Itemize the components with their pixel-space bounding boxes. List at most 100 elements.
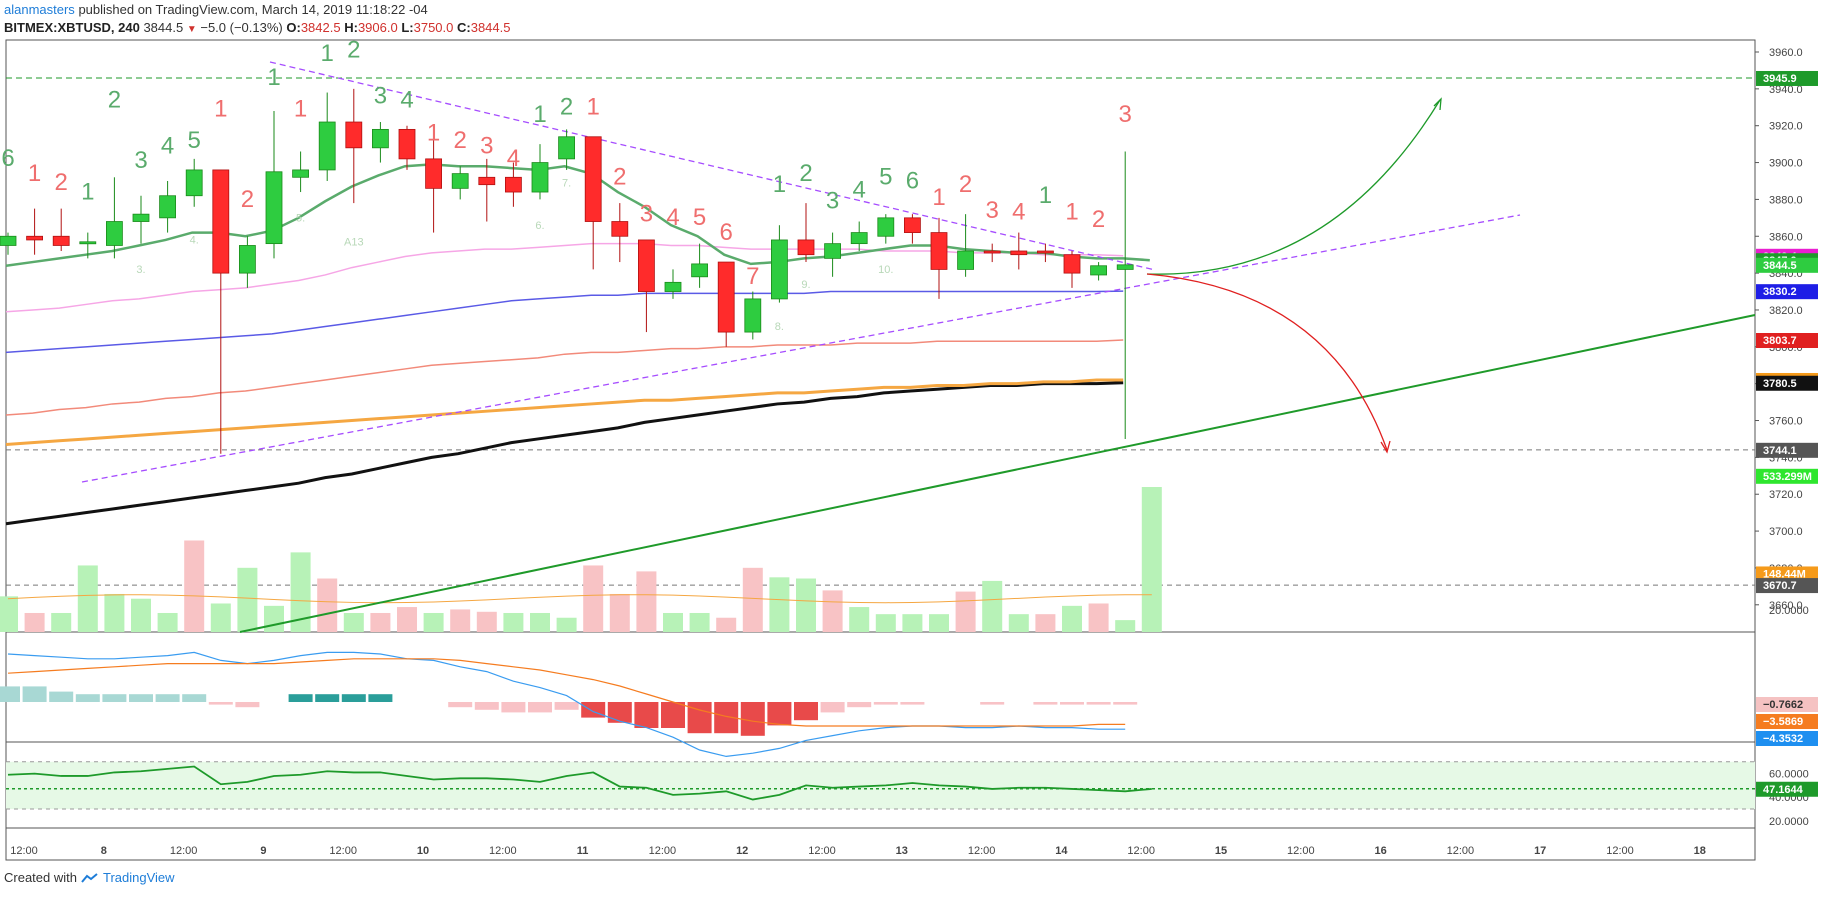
tradingview-link[interactable]: TradingView [102,870,175,885]
td-sequential-label: 2 [55,169,68,196]
candle-body [478,176,496,186]
footer: Created with TradingView [4,870,175,885]
candle-body [584,136,602,222]
symbol: BITMEX:XBTUSD, 240 [4,20,140,35]
ema-100-line [5,378,1124,446]
rsi-tick-label: 60.0000 [1769,769,1809,781]
x-tick-label: 12:00 [489,845,517,857]
volume-bar [796,578,816,632]
x-tick-label: 12:00 [10,845,38,857]
price-tag [1756,578,1818,594]
volume-bar [982,580,1003,632]
td-sequential-label: 1 [427,119,440,146]
macd-histogram-bar [315,694,340,702]
symbol-line: BITMEX:XBTUSD, 240 3844.5 ▼ −5.0 (−0.13%… [4,20,510,35]
macd-histogram-bar [554,702,579,710]
x-tick-label: 12:00 [808,845,836,857]
y-tick-label: 3700.0 [1769,526,1803,538]
x-tick-label: 16 [1374,845,1386,857]
publish-line: alanmasters published on TradingView.com… [4,2,428,17]
candle-body [930,232,948,270]
author-link[interactable]: alanmasters [4,2,75,17]
x-tick-label: 13 [896,845,908,857]
td-sequential-label: 6 [720,219,733,246]
macd-histogram-bar [634,702,659,728]
macd-tick-label: 20.0000 [1769,605,1809,617]
td-sequential-label: 2 [613,164,626,191]
macd-histogram-bar [208,702,233,705]
candle-body [904,217,921,233]
price-tag-label: 3780.5 [1763,378,1797,390]
td-sequential-label: 2 [454,127,467,154]
td-sequential-label: 3 [1119,101,1132,128]
td-sequential-label: 1 [321,40,334,67]
td-sequential-label: 4 [161,132,174,159]
macd-histogram-bar [129,694,153,702]
td-sequential-label: 3 [374,83,387,110]
low-value: 3750.0 [413,20,454,35]
macd-histogram-bar [448,702,473,708]
td-sequential-label: 3 [480,132,493,159]
candle-body [345,121,363,149]
volume-bar [902,614,923,632]
price-tag [1756,566,1818,582]
macd-histogram-bar [1033,702,1058,705]
macd-histogram-bar [1113,702,1138,705]
volume-bar [423,612,444,632]
arrow-head-icon [1433,97,1442,111]
created-with-text: Created with [4,870,77,885]
x-tick-label: 12:00 [329,845,357,857]
y-tick-label: 3760.0 [1769,416,1803,428]
candle-body [159,195,177,219]
y-tick-label: 3660.0 [1769,600,1803,612]
td-sequential-label: 4 [400,86,413,113]
volume-bar [0,596,18,632]
td-count-label: A13 [344,236,364,248]
candle-body [398,128,416,160]
down-triangle-icon: ▼ [186,24,197,35]
price-tag [1756,257,1818,273]
volume-bar [476,611,497,632]
x-tick-label: 14 [1055,845,1068,857]
price-tag [1756,284,1818,300]
td-count-label: 7. [562,178,571,190]
y-tick-label: 3940.0 [1769,84,1803,96]
open-value: 3842.5 [300,20,341,35]
x-tick-label: 15 [1215,845,1227,857]
candle-body [664,281,682,292]
last-price: 3844.5 [143,20,184,35]
volume-bar [875,614,896,632]
macd-histogram-bar [0,686,20,702]
price-tag-label: 533.299M [1763,471,1812,483]
price-tag-label: 3803.7 [1763,335,1797,347]
macd-histogram-bar [794,702,818,721]
y-tick-label: 3920.0 [1769,121,1803,133]
open-label: O: [286,20,301,35]
candle-body [1116,264,1134,270]
y-tick-label: 3960.0 [1769,47,1803,59]
macd-histogram-bar [501,702,526,713]
x-tick-label: 12:00 [170,845,198,857]
x-tick-label: 8 [101,845,107,857]
volume-bar [955,591,976,632]
tradingview-logo-icon [81,872,98,883]
candle-body [771,239,788,300]
td-sequential-label: 2 [108,86,121,113]
arrow-head-icon [1380,440,1391,454]
candle-body [265,171,283,245]
candle-body [877,217,895,237]
candle-body [691,263,708,278]
published-text: published on TradingView.com, March 14, … [78,2,428,17]
volume-bar [370,612,391,632]
volume-bar [1115,620,1136,632]
candle-body [132,213,150,222]
td-sequential-label: 2 [560,94,573,121]
x-tick-label: 11 [577,845,589,857]
candle-body [79,241,97,245]
price-tag [1756,375,1818,391]
candle-body [824,243,841,259]
high-label: H: [344,20,358,35]
td-sequential-label: 6 [1,145,14,172]
td-sequential-label: 3 [986,197,999,224]
